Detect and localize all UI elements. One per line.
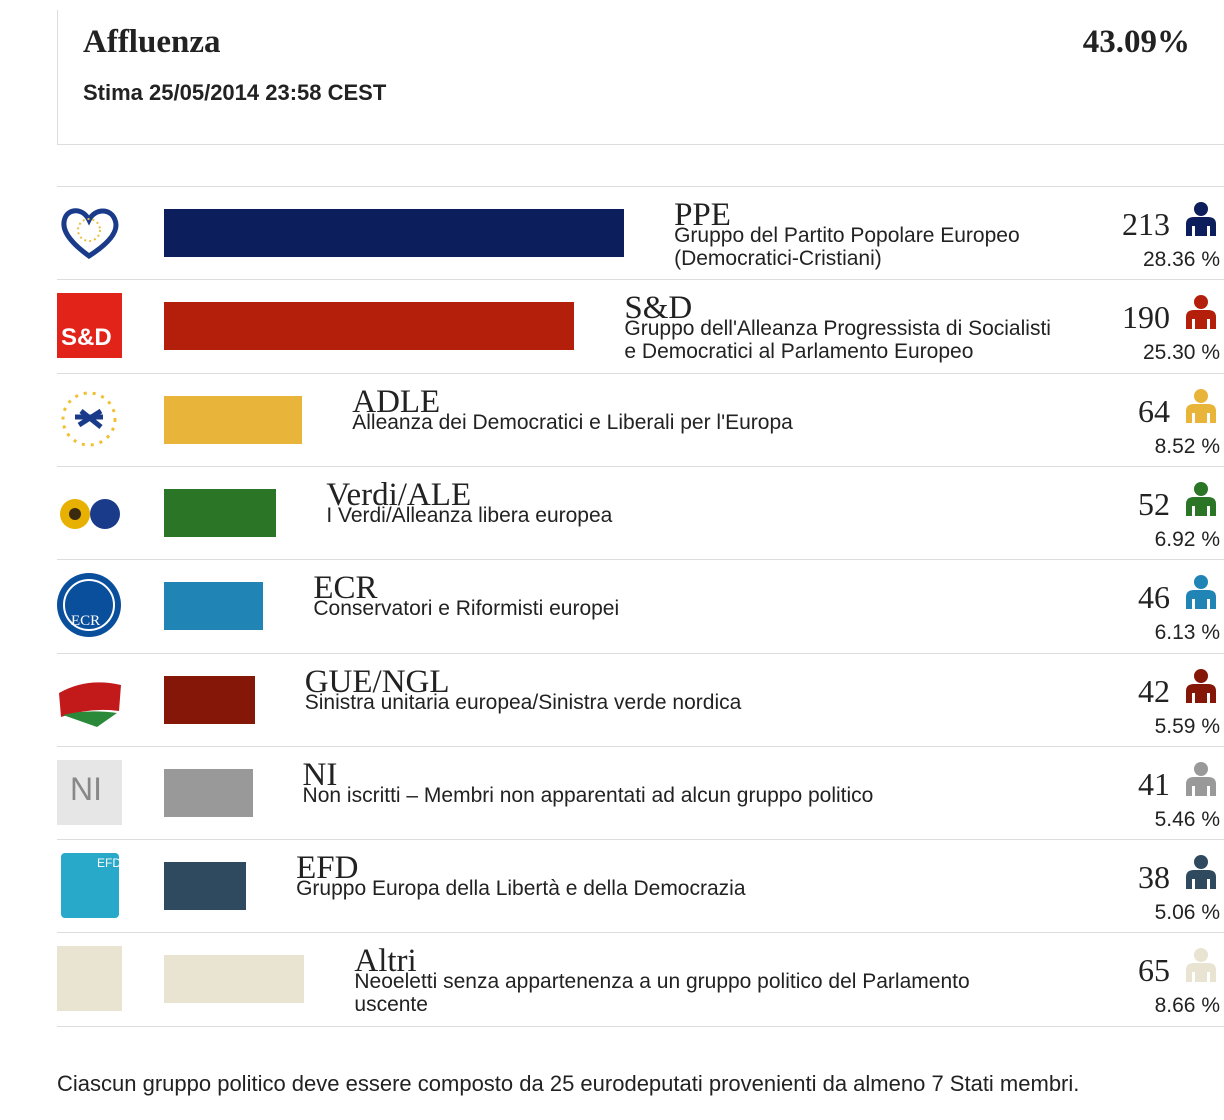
- group-description: Conservatori e Riformisti europei: [313, 597, 620, 621]
- group-description: Alleanza dei Democratici e Liberali per …: [352, 410, 793, 434]
- seat-count: 42: [1138, 672, 1170, 709]
- group-logo: [57, 387, 122, 452]
- person-icon: [1184, 668, 1218, 705]
- seat-count: 64: [1138, 392, 1170, 429]
- turnout-box: [57, 10, 1224, 145]
- seat-percent: 25.30 %: [1142, 341, 1220, 365]
- person-icon: [1184, 202, 1218, 238]
- person-icon: [1184, 481, 1218, 518]
- group-name: ADLE: [352, 383, 441, 420]
- group-logo: [57, 853, 122, 919]
- group-description: Neoeletti senza appartenenza a un gruppo…: [354, 970, 970, 994]
- group-name: ECR: [313, 570, 378, 607]
- seat-count: 65: [1138, 952, 1170, 989]
- separator: [57, 653, 1224, 654]
- person-icon: [1184, 295, 1218, 331]
- group-logo: [57, 573, 122, 638]
- group-description: uscente: [354, 993, 428, 1017]
- seat-count: 213: [1122, 206, 1170, 242]
- separator: [57, 373, 1224, 374]
- separator: [57, 186, 1224, 187]
- turnout: 43.09%: [1082, 24, 1190, 60]
- group-description: Gruppo Europa della Libertà e della Demo…: [296, 877, 746, 901]
- group-description: e Democratici al Parlamento Europeo: [624, 340, 974, 364]
- seat-percent: 6.92 %: [1154, 527, 1220, 551]
- group-name: S&D: [624, 290, 693, 327]
- seat-count: 46: [1138, 579, 1170, 616]
- group-name: EFD: [296, 850, 359, 887]
- logo-text: S&D: [61, 324, 112, 352]
- seat-percent: 6.13 %: [1154, 621, 1220, 645]
- person-icon: [1184, 948, 1218, 984]
- group-name: Altri: [354, 943, 417, 980]
- group-logo: [57, 293, 122, 359]
- seat-count: 190: [1122, 299, 1170, 336]
- logo-text: EFD: [97, 856, 121, 871]
- group-description: (Democratici-Cristiani): [674, 247, 882, 270]
- seat-count: 52: [1138, 485, 1170, 522]
- group-name: NI: [302, 756, 338, 793]
- logo-text: NI: [70, 770, 102, 807]
- seat-percent: 5.06 %: [1154, 901, 1220, 925]
- seat-bar: [164, 302, 575, 351]
- group-name: PPE: [674, 197, 731, 233]
- seat-bar: [164, 209, 625, 257]
- person-icon: [1184, 855, 1218, 891]
- group-name: GUE/NGL: [304, 663, 450, 700]
- seat-bar: [164, 955, 305, 1004]
- footer-note: Ciascun gruppo politico deve essere comp…: [57, 1071, 1080, 1096]
- group-description: I Verdi/Alleanza libera europea: [326, 503, 613, 527]
- seat-percent: 28.36 %: [1142, 248, 1220, 271]
- estimate: Stima 25/05/2014 23:58 CEST: [83, 80, 387, 105]
- separator: [57, 839, 1224, 840]
- seat-percent: 8.52 %: [1154, 434, 1220, 458]
- group-logo: [57, 946, 122, 1012]
- separator: [57, 559, 1224, 560]
- group-logo: [57, 667, 122, 732]
- seat-bar: [164, 488, 277, 537]
- seat-bar: [164, 395, 303, 444]
- title: Affluenza: [83, 24, 221, 60]
- separator: [57, 932, 1224, 933]
- seat-bar: [164, 862, 247, 911]
- seat-count: 41: [1138, 765, 1170, 802]
- seat-percent: 5.59 %: [1154, 714, 1220, 738]
- group-description: Sinistra unitaria europea/Sinistra verde…: [304, 690, 742, 714]
- separator: [57, 279, 1224, 280]
- person-icon: [1184, 388, 1218, 425]
- person-icon: [1184, 761, 1218, 798]
- seat-percent: 5.46 %: [1154, 807, 1220, 831]
- group-description: Gruppo dell'Alleanza Progressista di Soc…: [624, 317, 1051, 341]
- seat-percent: 8.66 %: [1154, 994, 1220, 1018]
- group-logo: [57, 480, 122, 545]
- seat-bar: [164, 582, 264, 631]
- group-name: Verdi/ALE: [326, 476, 472, 513]
- logo-text: ECR: [71, 613, 101, 630]
- group-description: Non iscritti – Membri non apparentati ad…: [302, 783, 874, 807]
- separator: [57, 1026, 1224, 1027]
- person-icon: [1184, 575, 1218, 611]
- separator: [57, 466, 1224, 467]
- seat-bar: [164, 675, 255, 724]
- group-logo: [57, 200, 122, 265]
- group-logo: [57, 759, 122, 825]
- seat-bar: [164, 768, 253, 817]
- seat-count: 38: [1138, 859, 1170, 896]
- group-description: Gruppo del Partito Popolare Europeo: [674, 224, 1020, 247]
- separator: [57, 746, 1224, 747]
